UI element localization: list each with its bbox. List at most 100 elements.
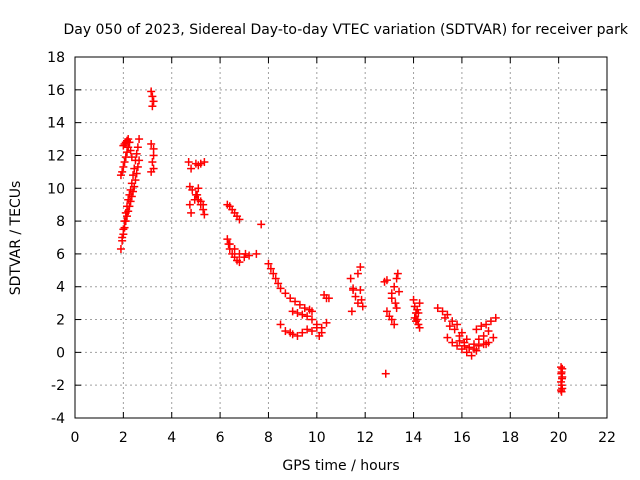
data-point [390,282,399,291]
data-point [411,317,420,326]
data-point [462,335,471,344]
data-point [358,302,367,311]
data-point [392,274,401,283]
data-point [149,97,158,106]
data-point [303,325,312,334]
data-point [185,200,194,209]
data-point [307,307,316,316]
y-tick-labels: -4 -2 0 2 4 6 8 10 12 14 16 18 [47,50,65,427]
data-point [291,297,300,306]
data-point [271,274,280,283]
data-point [187,164,196,173]
data-point [293,331,302,340]
data-point [264,259,273,268]
x-tick-label: 12 [356,430,374,446]
data-point [281,289,290,298]
data-point [295,300,304,309]
x-tick-label: 18 [501,430,519,446]
data-point [558,364,567,373]
data-point [200,158,209,167]
data-point [300,304,309,313]
data-point [312,320,321,329]
data-point [450,325,459,334]
x-tick-label: 16 [453,430,471,446]
data-point [415,299,424,308]
data-point [281,327,290,336]
data-point [465,343,474,352]
data-point [462,348,471,357]
data-point [351,292,360,301]
data-point [303,312,312,321]
data-point [269,269,278,278]
data-point [288,307,297,316]
y-tick-label: 0 [56,345,65,361]
data-point [126,146,135,155]
x-tick-label: 10 [308,430,326,446]
data-point [298,310,307,319]
x-tick-label: 22 [598,430,616,446]
data-point [353,269,362,278]
data-point [148,102,157,111]
data-point [453,320,462,329]
data-point [474,341,483,350]
data-point [190,195,199,204]
data-point [199,200,208,209]
data-point [387,294,396,303]
x-tick-label: 2 [119,430,128,446]
x-tick-labels: 0 2 4 6 8 10 12 14 16 18 20 22 [71,430,616,446]
data-point [196,159,205,168]
data-point [347,307,356,316]
data-point [148,158,157,167]
x-axis-label: GPS time / hours [282,458,399,474]
data-point [286,294,295,303]
data-point [188,185,197,194]
data-point [274,279,283,288]
data-point [194,184,203,193]
y-axis-label: SDTVAR / TECUs [8,181,24,296]
data-point [132,169,141,178]
y-tick-label: 8 [56,214,65,230]
axis-ticks [74,56,608,419]
data-point [120,217,129,226]
data-point [149,151,158,160]
data-point [467,351,476,360]
data-point [387,315,396,324]
data-point [414,308,423,317]
data-point [472,346,481,355]
data-point [148,92,157,101]
y-tick-label: 6 [56,247,65,263]
data-point [133,143,142,152]
data-point [455,336,464,345]
data-point [445,322,454,331]
data-point [147,87,156,96]
data-point [276,320,285,329]
data-point [346,274,355,283]
data-point [390,320,399,329]
data-point [133,162,142,171]
data-point [119,225,128,234]
data-point [472,325,481,334]
data-point [393,269,402,278]
data-point [193,190,202,199]
data-point [235,215,244,224]
data-point [353,299,362,308]
data-point [293,308,302,317]
data-point [415,323,424,332]
data-point [356,263,365,272]
data-point [491,313,500,322]
data-point [486,317,495,326]
data-point [382,307,391,316]
data-point [453,341,462,350]
x-tick-label: 8 [264,430,273,446]
data-point [118,167,127,176]
data-point [307,327,316,336]
data-point [230,244,239,253]
data-point [266,264,275,273]
data-point [122,148,131,157]
data-point [122,202,131,211]
data-point [440,313,449,322]
data-point [460,341,469,350]
data-point [125,190,134,199]
data-point [276,284,285,293]
